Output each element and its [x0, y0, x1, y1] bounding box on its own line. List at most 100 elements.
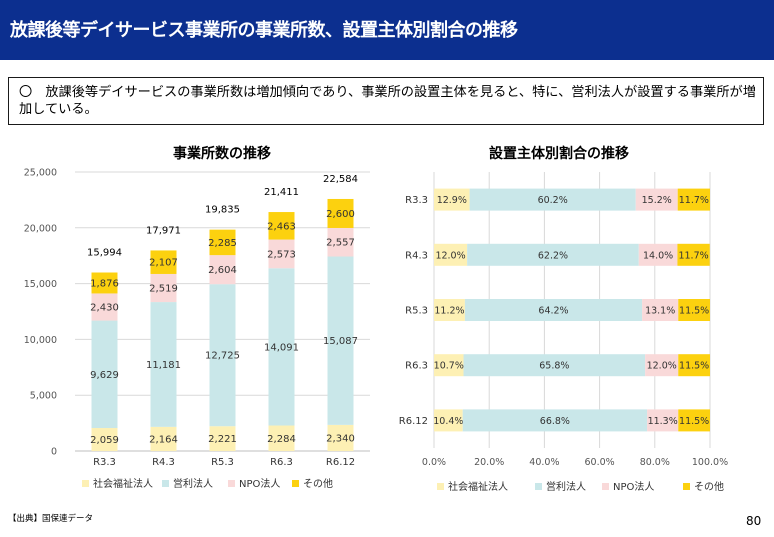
- right-ytick-label: R6.3: [405, 361, 428, 372]
- right-legend-label: 社会福祉法人: [448, 480, 508, 493]
- left-ytick-label: 0: [51, 447, 57, 458]
- left-data-label: 2,557: [326, 238, 355, 249]
- left-bar-segment: [327, 227, 354, 257]
- right-ytick-label: R5.3: [405, 306, 428, 317]
- left-bar-segment: [209, 426, 236, 451]
- right-legend-swatch: [602, 483, 609, 490]
- left-legend-swatch: [82, 480, 89, 487]
- left-data-label: 2,340: [326, 433, 355, 444]
- left-bar-segment: [209, 255, 236, 285]
- right-ytick-label: R6.12: [399, 416, 428, 427]
- left-legend-swatch: [228, 480, 235, 487]
- right-data-label: 11.5%: [679, 416, 709, 427]
- left-chart-title: 事業所数の推移: [173, 145, 271, 162]
- right-data-label: 11.5%: [679, 361, 709, 372]
- right-bar-segment: [462, 409, 648, 432]
- left-bar-segment: [91, 272, 118, 294]
- right-data-label: 62.2%: [538, 250, 568, 261]
- right-data-label: 12.0%: [647, 361, 677, 372]
- right-legend-swatch: [437, 483, 444, 490]
- left-total-label: 15,994: [87, 248, 122, 259]
- right-legend-label: NPO法人: [613, 480, 654, 493]
- right-bar-segment: [434, 354, 464, 377]
- right-bar-segment: [677, 243, 710, 266]
- left-bar-segment: [327, 256, 354, 425]
- left-bar-segment: [91, 293, 118, 321]
- right-legend-label: その他: [694, 480, 724, 493]
- left-data-label: 15,087: [323, 336, 358, 347]
- right-legend-label: 営利法人: [546, 480, 586, 493]
- left-ytick-label: 25,000: [24, 168, 57, 179]
- right-bar-segment: [434, 243, 468, 266]
- left-legend-label: 社会福祉法人: [93, 477, 153, 490]
- left-xtick-label: R6.12: [326, 457, 355, 468]
- left-data-label: 2,059: [90, 435, 119, 446]
- left-xtick-label: R3.3: [93, 457, 116, 468]
- right-data-label: 12.9%: [437, 195, 467, 206]
- source-note: 【出典】国保連データ: [8, 514, 94, 524]
- right-bar-segment: [434, 299, 465, 321]
- summary-box: 〇 放課後等デイサービスの事業所数は増加傾向であり、事業所の設置主体を見ると、特…: [8, 77, 764, 125]
- right-data-label: 65.8%: [539, 361, 569, 372]
- left-xtick-label: R6.3: [270, 457, 293, 468]
- left-bar-segment: [209, 229, 236, 256]
- right-bar-segment: [434, 409, 463, 432]
- right-data-label: 64.2%: [538, 306, 568, 317]
- left-data-label: 2,430: [90, 303, 119, 314]
- right-xtick-label: 60.0%: [585, 457, 615, 468]
- right-data-label: 14.0%: [643, 250, 673, 261]
- right-bar-segment: [678, 354, 710, 377]
- right-legend-swatch: [535, 483, 542, 490]
- right-data-label: 11.7%: [679, 195, 709, 206]
- left-ytick-label: 10,000: [24, 335, 57, 346]
- right-bar-segment: [434, 188, 470, 211]
- right-data-label: 11.3%: [648, 416, 678, 427]
- right-data-label: 10.7%: [434, 361, 464, 372]
- left-total-label: 19,835: [205, 205, 240, 216]
- right-bar-segment: [677, 188, 710, 211]
- right-bar-segment: [678, 299, 710, 321]
- right-bar-segment: [647, 409, 679, 432]
- left-data-label: 2,573: [267, 249, 296, 260]
- left-data-label: 11,181: [146, 360, 181, 371]
- left-data-label: 2,164: [149, 434, 178, 445]
- left-data-label: 9,629: [90, 370, 119, 381]
- right-data-label: 66.8%: [540, 416, 570, 427]
- left-data-label: 14,091: [264, 342, 299, 353]
- left-bar-segment: [268, 268, 295, 426]
- right-bar-segment: [469, 188, 636, 211]
- right-ytick-label: R3.3: [405, 195, 428, 206]
- title-bar: 放課後等デイサービス事業所の事業所数、設置主体別割合の推移: [0, 0, 774, 60]
- right-ytick-label: R4.3: [405, 250, 428, 261]
- right-bar-segment: [635, 188, 678, 211]
- left-legend-swatch: [162, 480, 169, 487]
- left-total-label: 21,411: [264, 187, 299, 198]
- right-data-label: 12.0%: [435, 250, 465, 261]
- right-data-label: 10.4%: [433, 416, 463, 427]
- left-bar-segment: [327, 198, 354, 228]
- right-bar-segment: [464, 299, 643, 321]
- left-total-label: 22,584: [323, 174, 358, 185]
- left-data-label: 2,285: [208, 238, 237, 249]
- right-xtick-label: 40.0%: [529, 457, 559, 468]
- right-xtick-label: 0.0%: [422, 457, 446, 468]
- left-bar-segment: [150, 273, 177, 303]
- left-xtick-label: R5.3: [211, 457, 234, 468]
- left-data-label: 12,725: [205, 351, 240, 362]
- left-bar-segment: [150, 426, 177, 451]
- right-data-label: 11.5%: [679, 306, 709, 317]
- right-bar-segment: [678, 409, 710, 432]
- left-bar-segment: [150, 250, 177, 274]
- page-title: 放課後等デイサービス事業所の事業所数、設置主体別割合の推移: [10, 20, 518, 41]
- left-ytick-label: 5,000: [30, 391, 57, 402]
- left-data-label: 2,600: [326, 209, 355, 220]
- right-xtick-label: 80.0%: [640, 457, 670, 468]
- left-bar-segment: [209, 284, 236, 427]
- right-data-label: 15.2%: [642, 195, 672, 206]
- left-bar-segment: [268, 212, 295, 240]
- left-data-label: 2,519: [149, 284, 178, 295]
- left-data-label: 2,604: [208, 265, 237, 276]
- left-legend-swatch: [292, 480, 299, 487]
- left-data-label: 1,876: [90, 278, 119, 289]
- right-bar-segment: [638, 243, 678, 266]
